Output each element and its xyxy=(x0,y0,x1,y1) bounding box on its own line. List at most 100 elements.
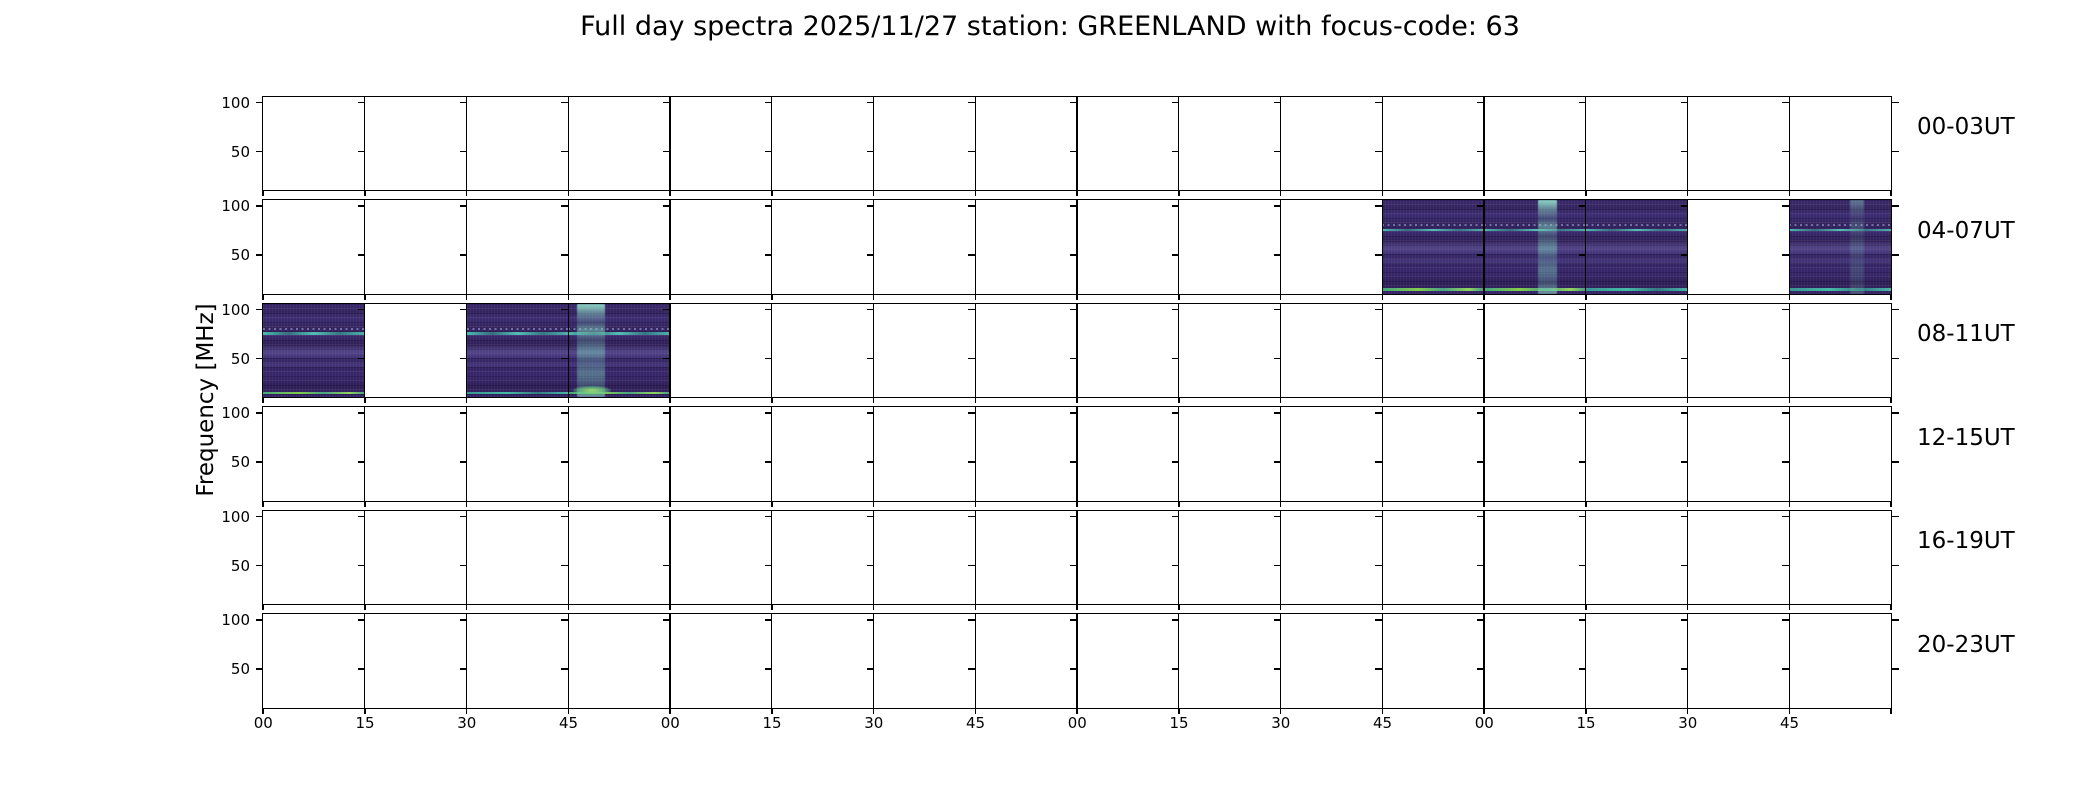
spectrogram-tile xyxy=(1585,200,1688,294)
y-tick xyxy=(1375,357,1383,360)
y-tick xyxy=(1070,254,1077,256)
y-tick xyxy=(663,668,670,670)
x-tick xyxy=(1585,294,1587,300)
subplot-boundary-line xyxy=(669,96,671,191)
spectra-row xyxy=(256,199,1900,300)
y-tick xyxy=(1171,461,1179,463)
x-tick xyxy=(1483,191,1485,197)
x-tick xyxy=(1381,501,1384,507)
subplot-boundary-line xyxy=(771,510,773,605)
y-tick xyxy=(866,619,874,621)
x-tick xyxy=(1076,605,1078,611)
soft-band xyxy=(263,362,365,368)
subplot-boundary-line xyxy=(974,303,976,398)
y-tick xyxy=(663,357,670,360)
y-tick xyxy=(357,515,365,518)
x-tick xyxy=(1686,398,1689,404)
y-tick xyxy=(1477,412,1484,414)
subplot-boundary-line xyxy=(364,614,366,708)
y-tick xyxy=(1477,308,1484,311)
subplot-boundary-line xyxy=(1076,510,1078,605)
y-tick xyxy=(561,564,569,567)
y-tick xyxy=(561,308,569,311)
bottom-bright-streak xyxy=(263,391,365,395)
y-tick xyxy=(968,150,976,153)
spectra-row xyxy=(256,95,1900,197)
dotted-streak xyxy=(466,327,569,330)
y-tick xyxy=(1680,564,1688,567)
y-tick xyxy=(1892,150,1900,153)
y-tick xyxy=(764,412,772,414)
subplot-boundary-line xyxy=(1279,200,1282,294)
subplot-boundary-line xyxy=(1788,200,1790,294)
subplot-boundary-line xyxy=(567,510,569,605)
spectrogram-tile xyxy=(1789,200,1891,294)
x-tick xyxy=(465,605,468,611)
x-tick xyxy=(1686,294,1689,300)
soft-band xyxy=(568,362,670,368)
x-tick xyxy=(669,708,671,714)
spectrogram-tile xyxy=(466,303,569,398)
subplot-boundary-line xyxy=(1788,614,1790,708)
x-tick xyxy=(1178,605,1180,611)
y-tick xyxy=(968,205,976,207)
subplot-boundary-line xyxy=(872,510,875,605)
x-tick xyxy=(1585,191,1587,197)
subplot-boundary-line xyxy=(364,407,366,501)
bottom-bright-streak xyxy=(1585,288,1688,291)
y-tick xyxy=(1680,412,1688,414)
y-tick xyxy=(459,101,467,104)
dotted-streak xyxy=(1789,224,1891,227)
subplot-boundary-line xyxy=(669,510,671,605)
y-tick xyxy=(561,412,569,414)
subplot-boundary-line xyxy=(1686,614,1689,708)
y-tick xyxy=(968,515,976,518)
y-tick xyxy=(1578,357,1586,360)
y-tick xyxy=(1578,412,1586,414)
x-tick xyxy=(1585,605,1587,611)
y-tick xyxy=(764,357,772,360)
y-tick xyxy=(1782,564,1790,567)
y-tick-label: 100 xyxy=(221,93,250,112)
subplot-boundary-line xyxy=(1178,303,1180,398)
subplot-boundary-line xyxy=(771,614,773,708)
x-tick xyxy=(771,708,773,714)
x-tick xyxy=(465,501,468,507)
row-time-label: 16-19UT xyxy=(1917,528,2015,554)
subplot-boundary-line xyxy=(974,96,976,191)
y-tick-label: 100 xyxy=(221,197,250,216)
x-tick xyxy=(1890,191,1892,197)
spectra-row xyxy=(256,406,1900,507)
y-tick xyxy=(1680,461,1688,463)
x-tick xyxy=(872,605,875,611)
y-tick xyxy=(1171,619,1179,621)
y-tick xyxy=(1171,564,1179,567)
subplot-boundary-line xyxy=(1279,614,1282,708)
y-tick xyxy=(1578,461,1586,463)
y-tick xyxy=(866,205,874,207)
y-tick xyxy=(764,515,772,518)
subplot-boundary-line xyxy=(1076,407,1078,501)
x-tick xyxy=(1279,708,1282,714)
teal-streak xyxy=(1382,228,1484,231)
x-tick-label: 45 xyxy=(1373,714,1393,732)
y-tick xyxy=(663,412,670,414)
y-tick xyxy=(663,564,670,567)
x-tick xyxy=(1686,708,1689,714)
y-tick xyxy=(968,254,976,256)
y-tick xyxy=(1375,308,1383,311)
x-tick xyxy=(364,398,366,404)
y-tick xyxy=(357,461,365,463)
x-tick xyxy=(1890,294,1892,300)
y-tick xyxy=(1070,412,1077,414)
subplot-boundary-line xyxy=(669,200,671,294)
y-tick xyxy=(357,412,365,414)
y-tick xyxy=(561,205,569,207)
subplot-boundary-line xyxy=(872,303,875,398)
subplot-boundary-line xyxy=(465,407,468,501)
x-tick xyxy=(1788,708,1791,714)
y-tick xyxy=(1171,254,1179,256)
x-tick xyxy=(974,398,977,404)
subplot-boundary-line xyxy=(364,96,366,191)
y-tick xyxy=(1070,619,1077,621)
